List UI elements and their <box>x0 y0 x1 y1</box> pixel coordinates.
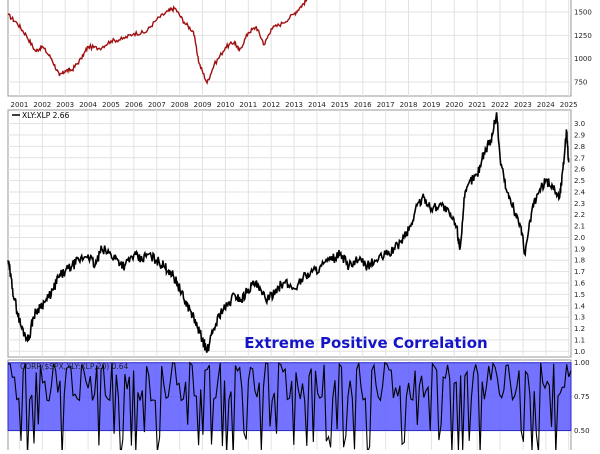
ratio-y-tick-1.7: 1.7 <box>574 268 585 276</box>
ratio-y-tick-1.8: 1.8 <box>574 257 585 265</box>
year-tick-2006: 2006 <box>125 101 143 109</box>
year-tick-2015: 2015 <box>331 101 349 109</box>
year-tick-2021: 2021 <box>468 101 486 109</box>
year-tick-2002: 2002 <box>33 101 51 109</box>
price-y-tick-1250: 1250 <box>574 32 592 40</box>
ratio-y-tick-1.2: 1.2 <box>574 325 585 333</box>
year-tick-2011: 2011 <box>239 101 257 109</box>
ratio-grid <box>8 110 571 357</box>
year-tick-2007: 2007 <box>148 101 166 109</box>
ratio-y-tick-1.5: 1.5 <box>574 291 585 299</box>
ratio-y-tick-labels: 1.0 1.1 1.2 1.3 1.4 1.5 1.6 1.7 1.8 1.9 2.0 2.1 2.2 2… <box>574 120 586 356</box>
year-tick-2014: 2014 <box>308 101 326 109</box>
ratio-y-tick-2.6: 2.6 <box>574 166 586 174</box>
year-tick-2020: 2020 <box>445 101 463 109</box>
ratio-y-tick-2.0: 2.0 <box>574 234 585 242</box>
corr-y-tick-1.00: 1.00 <box>574 359 590 367</box>
year-tick-2008: 2008 <box>171 101 189 109</box>
year-tick-2024: 2024 <box>537 101 555 109</box>
ratio-y-tick-2.1: 2.1 <box>574 223 585 231</box>
ratio-y-tick-2.3: 2.3 <box>574 200 585 208</box>
year-tick-2010: 2010 <box>217 101 235 109</box>
ratio-y-tick-1.0: 1.0 <box>574 348 585 356</box>
ratio-y-tick-1.6: 1.6 <box>574 280 586 288</box>
corr-y-tick-labels: 0.50 0.75 1.00 <box>574 359 590 435</box>
year-tick-2025: 2025 <box>560 101 578 109</box>
ratio-y-tick-2.2: 2.2 <box>574 211 585 219</box>
year-tick-2001: 2001 <box>11 101 29 109</box>
year-tick-2005: 2005 <box>102 101 120 109</box>
year-tick-2004: 2004 <box>79 101 97 109</box>
corr-y-tick-0.50: 0.50 <box>574 427 590 435</box>
year-tick-2009: 2009 <box>194 101 212 109</box>
ratio-y-tick-2.7: 2.7 <box>574 154 585 162</box>
price-series-line <box>7 0 308 85</box>
year-tick-2017: 2017 <box>377 101 395 109</box>
year-tick-2013: 2013 <box>285 101 303 109</box>
ratio-series-line <box>7 112 570 353</box>
year-tick-2022: 2022 <box>491 101 509 109</box>
year-tick-2003: 2003 <box>56 101 74 109</box>
year-tick-2016: 2016 <box>354 101 372 109</box>
ratio-y-tick-2.8: 2.8 <box>574 143 585 151</box>
corr-y-tick-0.75: 0.75 <box>574 393 590 401</box>
ratio-y-tick-2.5: 2.5 <box>574 177 585 185</box>
ratio-y-tick-1.1: 1.1 <box>574 336 585 344</box>
ratio-y-tick-1.3: 1.3 <box>574 314 585 322</box>
price-y-tick-1500: 1500 <box>574 9 592 17</box>
year-tick-2023: 2023 <box>514 101 532 109</box>
price-y-tick-1000: 1000 <box>574 55 592 63</box>
ratio-y-tick-2.4: 2.4 <box>574 188 586 196</box>
price-y-tick-labels: 750 1000 1250 1500 <box>574 9 592 87</box>
year-tick-2012: 2012 <box>262 101 280 109</box>
year-tick-2018: 2018 <box>400 101 418 109</box>
price-y-tick-750: 750 <box>574 79 587 87</box>
ratio-legend-label: XLY:XLP 2.66 <box>22 111 70 120</box>
correlation-annotation: Extreme Positive Correlation <box>244 334 487 352</box>
year-tick-2019: 2019 <box>422 101 440 109</box>
ratio-y-tick-1.9: 1.9 <box>574 245 585 253</box>
ratio-y-tick-1.4: 1.4 <box>574 302 586 310</box>
ratio-y-tick-2.9: 2.9 <box>574 132 585 140</box>
correlation-series-line <box>7 361 572 454</box>
year-tick-labels: 2001 2002 2003 2004 2005 2006 2007 2008 2009 2010… <box>11 101 578 109</box>
corr-legend-label: CORR($SPX,XLY:XLP,20) 0.64 <box>20 362 129 371</box>
ratio-y-tick-3.0: 3.0 <box>574 120 585 128</box>
